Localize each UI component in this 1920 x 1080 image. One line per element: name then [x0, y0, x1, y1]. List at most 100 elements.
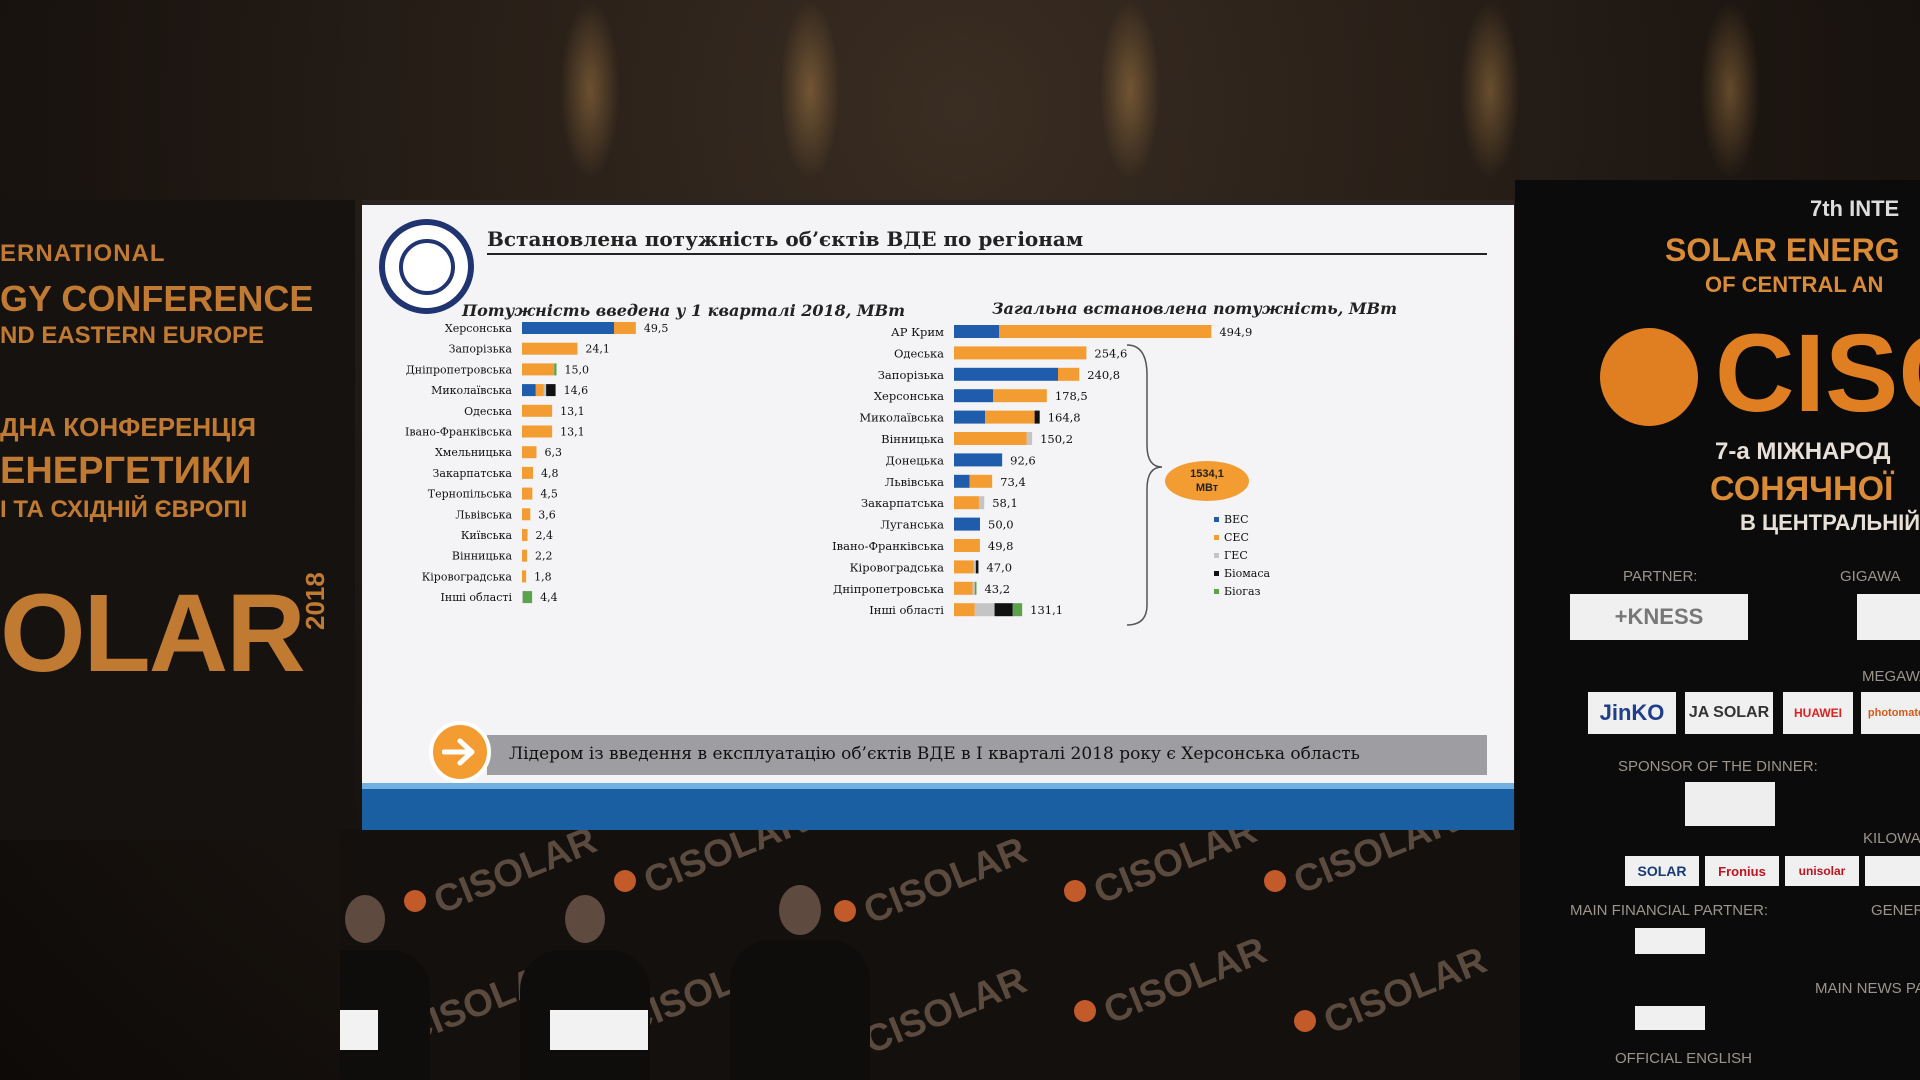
agency-seal-logo	[379, 219, 474, 314]
value-label: 13,1	[560, 405, 585, 418]
cisolar-logo-dot	[1600, 328, 1698, 426]
slide-footer-band	[362, 783, 1514, 833]
value-label: 178,5	[1055, 389, 1088, 403]
category-label: Одеська	[894, 346, 944, 360]
speaker-head	[565, 895, 605, 943]
category-label: Луганська	[880, 518, 944, 532]
ceiling-light	[1700, 0, 1760, 180]
value-label: 2,2	[535, 550, 553, 563]
bar-segment-СЕС	[954, 560, 974, 574]
cisolar-logo-text: CISO	[1715, 312, 1920, 435]
sponsor-label: MAIN FINANCIAL PARTNER:	[1570, 902, 1769, 919]
banner-text: 7-а МІЖНАРОД	[1715, 438, 1891, 465]
category-label: Хмельницька	[435, 446, 512, 459]
bar-segment-СЕС	[522, 570, 527, 583]
banner-text: SOLAR ENERG	[1665, 232, 1900, 268]
stage-logo-text: CISOLAR	[1288, 830, 1463, 903]
value-label: 43,2	[984, 582, 1010, 596]
ceiling-light	[560, 0, 620, 180]
bar-segment-СЕС	[522, 487, 533, 500]
total-callout-value: 1534,1	[1190, 468, 1224, 480]
sponsor-label: GENERA	[1871, 902, 1920, 919]
legend-swatch	[1214, 517, 1219, 522]
category-label: Тернопільська	[428, 488, 513, 501]
banner-text: ДНА КОНФЕРЕНЦІЯ	[0, 412, 257, 442]
bar-segment-ВЕС	[522, 384, 536, 397]
category-label: Інші області	[869, 603, 944, 617]
value-label: 13,1	[560, 426, 585, 439]
bar-segment-ВЕС	[954, 517, 980, 531]
value-label: 24,1	[585, 343, 610, 356]
stage-logo-dot	[404, 890, 426, 912]
value-label: 4,8	[541, 467, 559, 480]
sponsor-logo: JinKO	[1588, 692, 1676, 734]
value-label: 240,8	[1087, 368, 1120, 382]
stage-logo-text: CISOLAR	[858, 959, 1033, 1063]
stage-logo-dot	[1064, 880, 1086, 902]
value-label: 4,4	[540, 591, 558, 604]
category-label: Львівська	[885, 475, 944, 489]
category-label: Дніпропетровська	[833, 582, 944, 596]
speaker-nameplate	[590, 1010, 648, 1050]
value-label: 14,6	[564, 384, 589, 397]
speaker-head	[779, 885, 821, 935]
bar-segment-ВЕС	[954, 453, 1003, 467]
category-label: Миколаївська	[431, 384, 512, 397]
category-label: Івано-Франківська	[405, 426, 512, 439]
ceiling-light	[1100, 0, 1160, 180]
banner-text: OF CENTRAL AN	[1705, 272, 1884, 297]
category-label: Запорізька	[878, 368, 944, 382]
sponsor-logo	[1635, 928, 1705, 954]
sponsor-logo: SOLAR	[1625, 856, 1699, 886]
bar-segment-ВЕС	[954, 474, 970, 488]
bar-segment-ГЕС	[543, 384, 547, 397]
legend-label: ВЕС	[1224, 513, 1249, 526]
value-label: 3,6	[538, 508, 556, 521]
stage-logo-dot	[614, 870, 636, 892]
bar-segment-Біомаса	[994, 603, 1013, 617]
speaker-head	[345, 895, 385, 943]
sponsor-logo: photomate	[1861, 692, 1920, 734]
category-label: Вінницька	[452, 550, 513, 563]
category-label: Закарпатська	[861, 496, 944, 510]
category-label: Запорізька	[449, 343, 513, 356]
bar-segment-СЕС	[522, 363, 555, 376]
bar-segment-СЕС	[522, 404, 553, 417]
bar-segment-ГЕС	[973, 560, 976, 574]
bar-segment-Біомаса	[1034, 410, 1040, 424]
sponsor-logo	[1865, 856, 1920, 886]
sponsor-logo	[1857, 594, 1920, 640]
sponsor-label: GIGAWA	[1840, 568, 1901, 585]
bar-segment-ГЕС	[978, 496, 985, 510]
conclusion-bar	[487, 735, 1487, 775]
value-label: 164,8	[1048, 411, 1081, 425]
bar-segment-СЕС	[522, 549, 528, 562]
right-chart-title: Загальна встановлена потужність, МВт	[992, 299, 1397, 318]
bar-segment-ВЕС	[954, 367, 1058, 381]
sponsor-label: KILOWA	[1863, 830, 1920, 847]
slide-title: Встановлена потужність об’єктів ВДЕ по р…	[487, 227, 1084, 251]
bar-segment-СЕС	[522, 446, 537, 459]
banner-text: І ТА СХІДНІЙ ЄВРОПІ	[0, 496, 248, 523]
bar-segment-СЕС	[522, 425, 553, 438]
value-label: 254,6	[1094, 346, 1127, 360]
bar-segment-СЕС	[535, 384, 544, 397]
bar-segment-ГЕС	[972, 581, 975, 595]
category-label: Івано-Франківська	[832, 539, 944, 553]
bar-segment-ВЕС	[954, 410, 986, 424]
value-label: 49,8	[988, 539, 1014, 553]
category-label: Інші області	[441, 591, 513, 604]
stage-logo-text: CISOLAR	[1318, 939, 1493, 1043]
category-label: Кіровоградська	[422, 570, 513, 583]
legend-swatch	[1214, 535, 1219, 540]
category-label: Львівська	[455, 508, 512, 521]
bar-segment-СЕС	[522, 529, 528, 541]
banner-text: 7th INTE	[1810, 196, 1900, 221]
presentation-slide: Встановлена потужність об’єктів ВДЕ по р…	[362, 205, 1514, 833]
value-label: 92,6	[1010, 453, 1036, 467]
banner-text: ERNATIONAL	[0, 240, 166, 267]
sponsor-logo: Fronius	[1705, 856, 1779, 886]
stage-logo-dot	[1294, 1010, 1316, 1032]
legend-label: ГЕС	[1224, 549, 1248, 562]
sponsor-logo	[1685, 782, 1775, 826]
